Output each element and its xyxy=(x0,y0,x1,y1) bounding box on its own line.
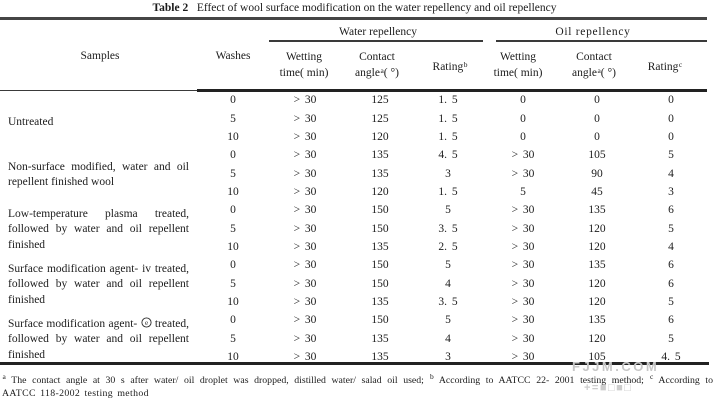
svg-text:e: e xyxy=(144,319,147,327)
